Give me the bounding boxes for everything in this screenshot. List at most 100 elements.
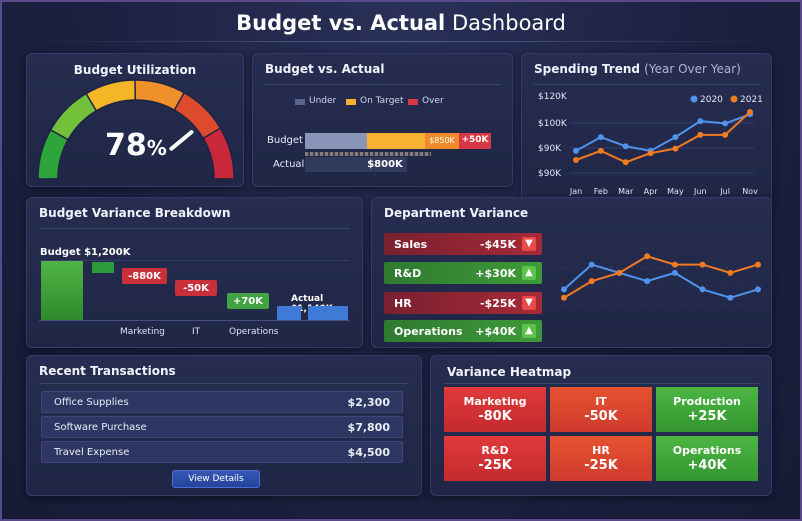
heatmap-cell-value: -50K — [584, 409, 618, 424]
series-point-2021 — [573, 157, 579, 163]
series-point-2020 — [697, 118, 704, 125]
dept-series-point — [727, 269, 734, 276]
heatmap-cell-value: -25K — [478, 458, 512, 473]
dept-series-line — [563, 255, 759, 299]
heatmap-cell-name: Marketing — [463, 395, 527, 408]
chart-gridline — [39, 260, 350, 261]
x-tick-label: Mar — [618, 187, 634, 196]
card-divider — [265, 84, 500, 85]
transaction-row[interactable]: Travel Expense $4,500 — [41, 441, 403, 463]
card-divider — [443, 383, 759, 384]
y-tick-label: $90K — [538, 169, 562, 179]
arrow-down-icon: ▼ — [522, 296, 536, 310]
variance-breakdown-card: Budget Variance Breakdown Budget $1,200K… — [26, 197, 363, 348]
heatmap-cell[interactable]: HR -25K — [550, 436, 652, 481]
transaction-row[interactable]: Office Supplies $2,300 — [41, 391, 403, 413]
department-variance-card: Department Variance Sales -$45K ▼ R&D +$30K ▲… — [371, 197, 772, 348]
budget-utilization-card: Budget Utilization 78% — [26, 53, 244, 187]
dept-series-point — [671, 261, 678, 268]
dept-series-point — [644, 253, 651, 260]
chart-baseline — [39, 320, 350, 321]
x-tick-label: Nov — [742, 187, 758, 196]
department-name: Operations — [394, 324, 463, 338]
page-title-rest: Dashboard — [451, 11, 566, 35]
y-tick-label: $90K — [538, 144, 562, 154]
series-point-2021 — [622, 159, 629, 166]
department-row[interactable]: HR -$25K ▼ — [384, 292, 542, 314]
transaction-amount: $7,800 — [347, 420, 390, 434]
y-tick-label: $120K — [538, 92, 568, 102]
series-point-2021 — [697, 131, 704, 138]
waterfall-actual-bar-1 — [277, 306, 301, 320]
waterfall-step-1 — [92, 262, 114, 273]
dept-series-point — [671, 269, 678, 276]
card-title: Spending Trend (Year Over Year) — [534, 62, 741, 76]
waterfall-actual-bar-2 — [308, 306, 348, 320]
heatmap-cell-value: -25K — [584, 458, 618, 473]
department-name: Sales — [394, 237, 428, 251]
card-title: Budget vs. Actual — [265, 62, 385, 76]
x-tick-label: Jul — [719, 187, 730, 196]
legend-on-target: On Target — [360, 96, 404, 106]
transaction-row[interactable]: Software Purchase $7,800 — [41, 416, 403, 438]
recent-transactions-card: Recent Transactions Office Supplies $2,30… — [26, 355, 422, 496]
x-tick-label: Jun — [693, 187, 707, 196]
department-name: HR — [394, 296, 412, 310]
bar-segment-under — [305, 133, 367, 149]
department-row[interactable]: R&D +$30K ▲ — [384, 262, 542, 284]
card-title: Budget Utilization — [73, 63, 197, 77]
x-tick-label: Apr — [644, 187, 659, 196]
dept-series-line — [563, 263, 759, 299]
card-title: Recent Transactions — [39, 364, 176, 378]
heatmap-cell[interactable]: IT -50K — [550, 387, 652, 432]
view-details-button[interactable]: View Details — [172, 470, 260, 488]
department-row[interactable]: Sales -$45K ▼ — [384, 233, 542, 255]
legend-swatch-over — [408, 99, 418, 105]
actual-value: $800K — [367, 159, 403, 170]
bar-segment-850 — [425, 133, 459, 149]
heatmap-cell-name: Operations — [672, 444, 742, 457]
heatmap-cell-name: Production — [673, 395, 741, 408]
card-title: Department Variance — [384, 206, 529, 220]
heatmap-cell[interactable]: Operations +40K — [656, 436, 758, 481]
dept-series-point — [727, 294, 734, 301]
series-point-2021 — [597, 147, 604, 154]
card-divider — [39, 228, 350, 229]
dept-series-point — [644, 278, 651, 285]
category-label-it: IT — [192, 327, 201, 337]
waterfall-budget-label: Budget $1,200K — [40, 247, 131, 258]
department-row[interactable]: Operations +$40K ▲ — [384, 320, 542, 342]
card-divider — [39, 383, 409, 384]
y-tick-label: $100K — [538, 119, 568, 129]
utilization-unit: % — [146, 136, 167, 160]
dept-series-point — [755, 261, 761, 268]
transaction-amount: $2,300 — [347, 395, 390, 409]
trend-title: Spending Trend — [534, 62, 640, 76]
heatmap-cell-name: R&D — [481, 444, 509, 457]
waterfall-box-minus-880: -880K — [122, 268, 167, 284]
legend-label-2021: 2021 — [740, 95, 763, 105]
budget-row-label: Budget — [267, 135, 303, 146]
spending-trend-chart: $120K $100K $90K $90K Jan Feb Mar Apr May Jun Jul N… — [538, 92, 763, 196]
bar-segment-over — [459, 133, 491, 149]
actual-marker-strip — [305, 152, 431, 156]
heatmap-cell[interactable]: R&D -25K — [444, 436, 546, 481]
heatmap-cell[interactable]: Production +25K — [656, 387, 758, 432]
dept-series-point — [699, 286, 706, 293]
dept-series-point — [755, 286, 761, 293]
series-point-2021 — [647, 150, 654, 157]
dept-series-point — [616, 269, 623, 276]
legend-marker-2020 — [690, 95, 698, 103]
actual-bar — [305, 157, 407, 172]
utilization-gauge — [37, 79, 235, 180]
card-title: Variance Heatmap — [447, 365, 572, 379]
heatmap-cell[interactable]: Marketing -80K — [444, 387, 546, 432]
heatmap-cell-value: +40K — [687, 458, 727, 473]
legend-swatch-on-target — [346, 99, 356, 105]
dept-series-point — [616, 269, 623, 276]
category-label-operations: Operations — [229, 327, 279, 337]
trend-subtitle: (Year Over Year) — [644, 62, 741, 76]
heatmap-cell-value: -80K — [478, 409, 512, 424]
dept-series-point — [588, 278, 595, 285]
series-point-2020 — [573, 147, 579, 154]
